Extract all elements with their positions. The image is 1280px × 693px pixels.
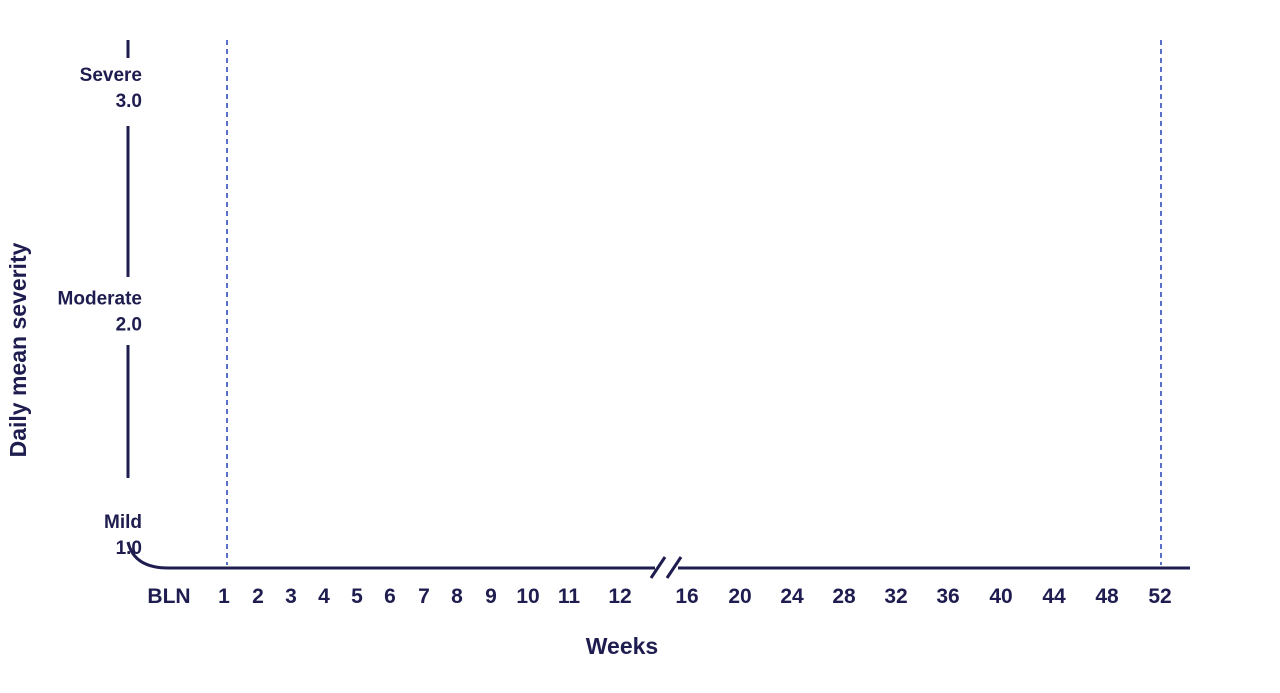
x-tick-label: 2	[252, 585, 264, 608]
y-tick-labels: Severe 3.0 Moderate 2.0 Mild 1.0	[58, 65, 142, 559]
x-tick-label: BLN	[147, 585, 190, 608]
x-axis	[126, 541, 1190, 579]
y-tick-value-label: 2.0	[116, 315, 142, 336]
y-tick-value-label: 3.0	[116, 91, 142, 112]
x-tick-label: 28	[832, 585, 856, 608]
x-tick-label: 5	[351, 585, 363, 608]
x-tick-label: 36	[936, 585, 959, 608]
x-tick-label: 12	[608, 585, 631, 608]
x-tick-label: 1	[218, 585, 230, 608]
x-tick-label: 32	[884, 585, 907, 608]
x-axis-break-marker	[649, 556, 683, 579]
x-tick-label: 52	[1148, 585, 1171, 608]
x-tick-label: 20	[728, 585, 751, 608]
x-tick-label: 11	[558, 585, 581, 608]
reference-lines	[226, 40, 1162, 565]
x-tick-label: 7	[418, 585, 430, 608]
x-tick-label: 16	[675, 585, 698, 608]
y-tick-category-label: Mild	[104, 512, 142, 533]
x-tick-label: 24	[780, 585, 804, 608]
y-tick-category-label: Severe	[80, 65, 142, 86]
x-tick-label: 44	[1042, 585, 1066, 608]
x-tick-label: 8	[451, 585, 463, 608]
x-tick-label: 40	[989, 585, 1012, 608]
x-tick-labels: BLN 1 2 3 4 5 6 7 8 9 10 11 12 16 20 24 28 32 36 40 44 48 52	[147, 585, 1171, 608]
axis-break-stroke	[649, 556, 667, 579]
x-tick-label: 3	[285, 585, 297, 608]
y-tick-category-label: Moderate	[58, 289, 142, 310]
x-tick-label: 10	[516, 585, 539, 608]
x-tick-label: 4	[318, 585, 330, 608]
y-tick-value-label: 1.0	[116, 538, 142, 559]
x-axis-title: Weeks	[586, 633, 658, 659]
axis-break-stroke	[665, 556, 683, 579]
x-axis-corner-curve	[126, 541, 169, 570]
x-tick-label: 9	[485, 585, 497, 608]
y-axis-title: Daily mean severity	[5, 242, 31, 457]
x-tick-label: 6	[384, 585, 396, 608]
x-tick-label: 48	[1095, 585, 1119, 608]
